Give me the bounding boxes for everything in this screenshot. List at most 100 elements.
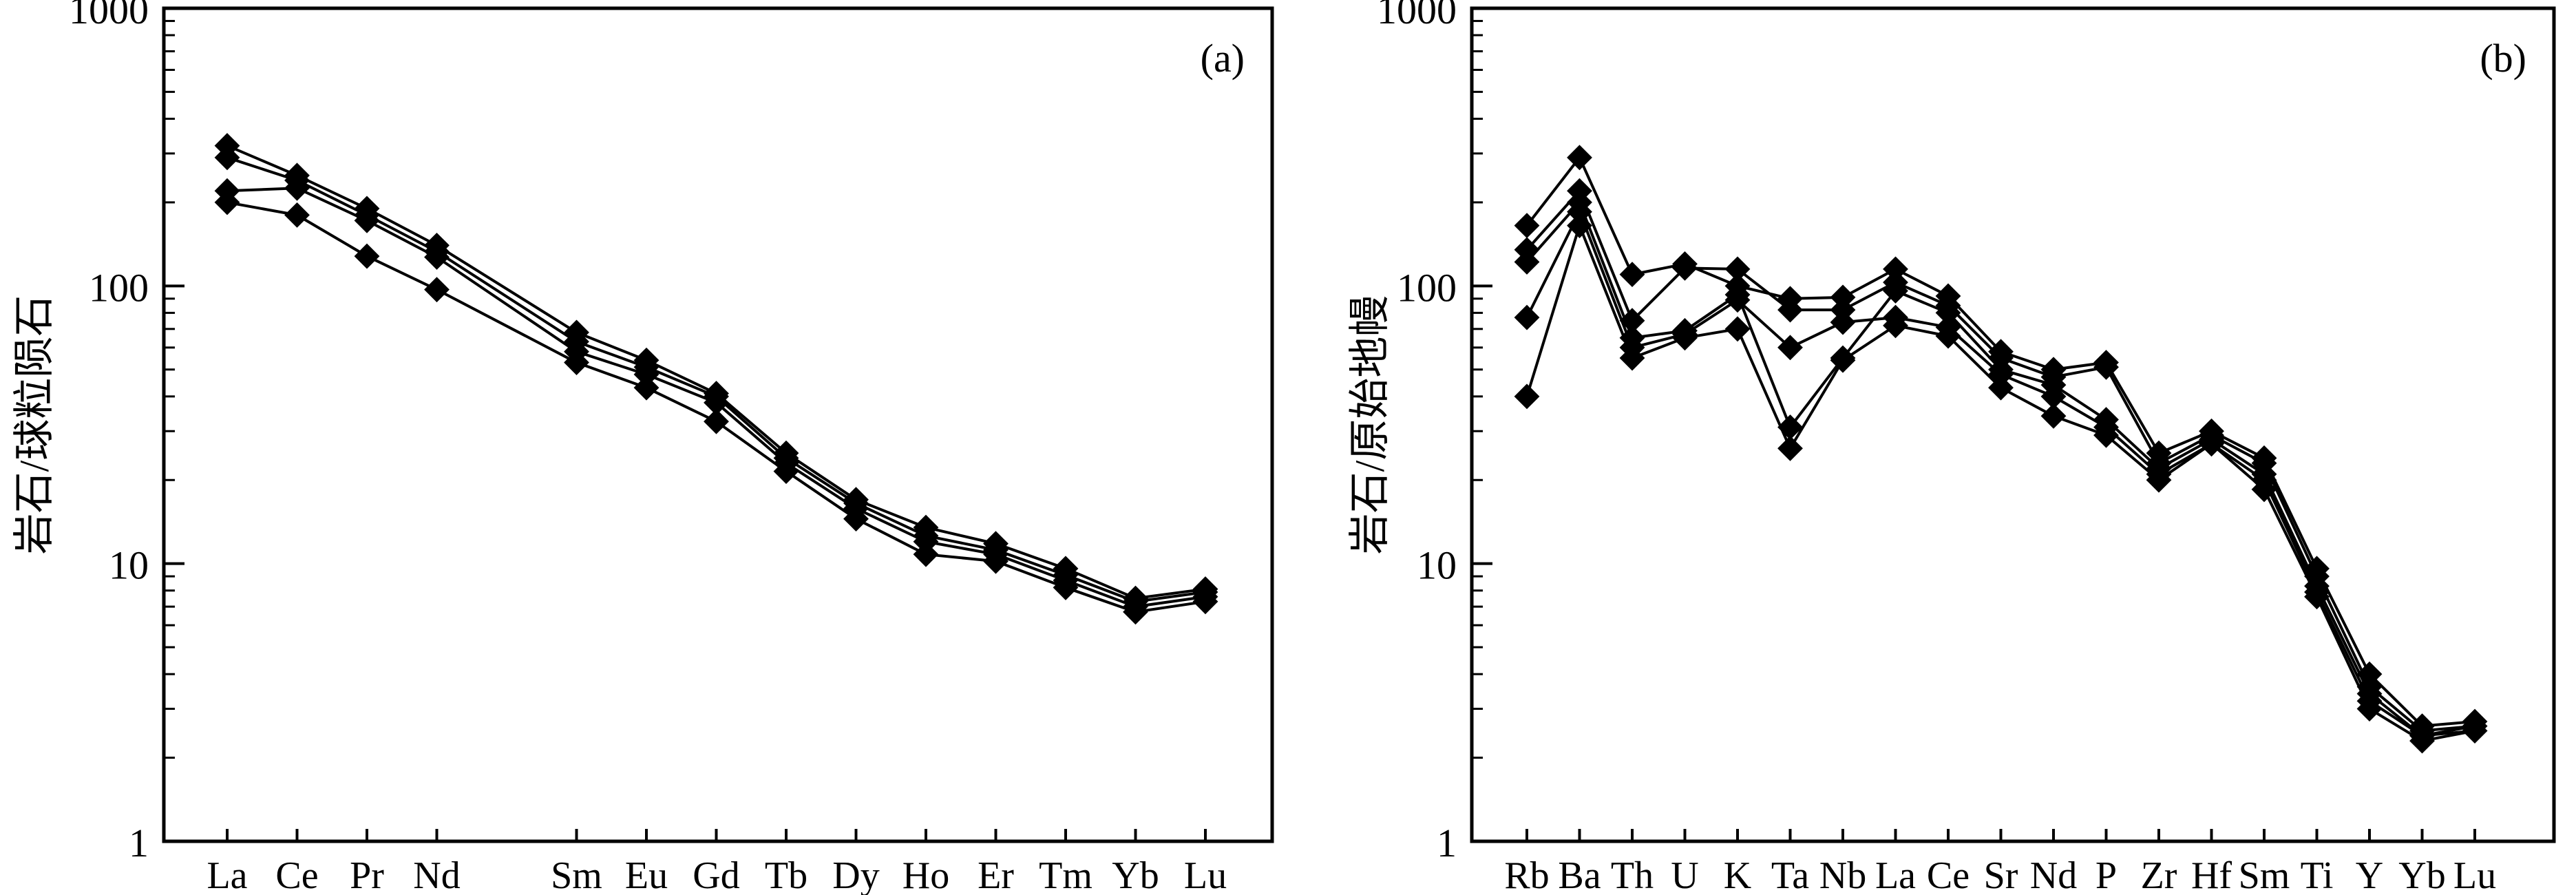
data-point [2462,718,2488,744]
data-point [284,175,310,201]
panel-label: (b) [2480,36,2526,81]
data-point [214,189,240,215]
series-line [1525,156,2475,728]
series-line [1525,210,2475,737]
data-point [2251,476,2277,503]
series-line [1525,224,2475,743]
x-tick-label: Nd [2030,854,2077,895]
data-point [633,375,659,401]
y-tick-label: 10 [109,543,149,588]
x-tick-label: Zr [2141,854,2177,895]
y-tick-label: 1 [1437,821,1457,865]
data-point [2093,422,2119,448]
x-tick-label: Sr [1984,854,2018,895]
data-point [2199,431,2224,457]
x-tick-label: Ho [902,854,949,895]
x-tick-label: Lu [1184,854,1227,895]
data-point [1192,589,1218,615]
panel-label: (a) [1201,36,1245,81]
data-point [1514,249,1540,275]
x-tick-label: Tb [765,854,807,895]
panel-b-chart: 1 10 100 1000 Rb Ba Th U K Ta Nb La Ce Sr Nd P Zr Hf Sm Ti Y… [1347,0,2556,895]
x-tick-label: Sm [551,854,602,895]
data-point [773,459,799,484]
data-point [1988,375,2014,401]
data-point [1935,323,1961,349]
data-point [214,145,240,171]
x-tick-label: U [1671,854,1698,895]
data-point [2093,354,2119,380]
data-point [1830,309,1856,335]
data-point [284,202,310,228]
x-tick-label: Dy [832,854,879,895]
x-tick-label: Nd [413,854,460,895]
x-tick-label: Nb [1819,854,1866,895]
x-tick-label: Yb [2398,854,2445,895]
data-point [1724,316,1751,342]
data-point [1830,347,1856,373]
data-point [1724,256,1751,282]
data-point [1883,278,1908,304]
data-point [1567,145,1592,171]
x-tick-label: Ba [1558,854,1601,895]
data-point [2304,584,2330,610]
x-tick-label: Rb [1504,854,1549,895]
y-tick-label: 1000 [69,0,149,32]
x-tick-label: Gd [693,854,739,895]
x-tick-label: Lu [2453,854,2496,895]
y-tick-label: 1000 [1377,0,1457,32]
data-point [2040,403,2067,429]
data-point [1672,325,1698,351]
data-point [1724,287,1751,313]
data-point [1514,383,1540,410]
data-point [983,548,1009,574]
data-point [354,207,380,233]
x-tick-label: Eu [625,854,668,895]
data-point [1619,345,1645,371]
x-tick-label: La [207,854,247,895]
x-tick-label: La [1875,854,1916,895]
data-point [2146,467,2172,493]
x-tick-label: Er [978,854,1014,895]
series-line [226,187,1206,609]
x-tick-label: Ta [1771,854,1809,895]
y-tick-label: 100 [89,265,149,310]
x-tick-label: Yb [1112,854,1159,895]
x-tick-label: Sm [2239,854,2290,895]
data-point [913,541,939,567]
data-point [1619,262,1645,288]
series-line [1525,189,2475,733]
x-tick-label: Y [2356,854,2383,895]
data-point [1777,435,1803,461]
x-tick-label: Th [1611,854,1654,895]
series-line [226,200,1206,613]
x-tick-label: Ce [275,854,318,895]
x-tick-label: Tm [1039,854,1092,895]
data-point [1123,599,1148,625]
plot-frame [1470,6,2556,843]
data-point [1514,213,1540,239]
data-point [564,350,589,375]
data-point [1777,335,1803,361]
y-tick-label: 1 [129,821,149,865]
x-tick-label: Ce [1927,854,1970,895]
data-point [704,408,729,434]
x-tick-label: Hf [2191,854,2232,895]
data-point [1883,313,1908,339]
y-axis-label: 岩石/原始地幔 [1347,295,1393,555]
data-point [1514,304,1540,330]
data-point [424,244,450,270]
data-point [1777,297,1803,323]
data-point [843,506,869,531]
data-point [1053,575,1079,600]
x-tick-label: K [1724,854,1751,895]
plot-frame [162,6,1274,843]
data-point [2409,728,2435,754]
data-point [354,243,380,269]
data-point [1567,213,1592,239]
panel-a-chart: 1 10 100 1000 La Ce Pr Nd Sm Eu Gd Tb Dy Ho Er Tm Yb Lu 岩石… [12,0,1274,895]
y-tick-label: 10 [1417,543,1457,588]
x-tick-label: Ti [2301,854,2334,895]
data-point [1672,255,1698,281]
